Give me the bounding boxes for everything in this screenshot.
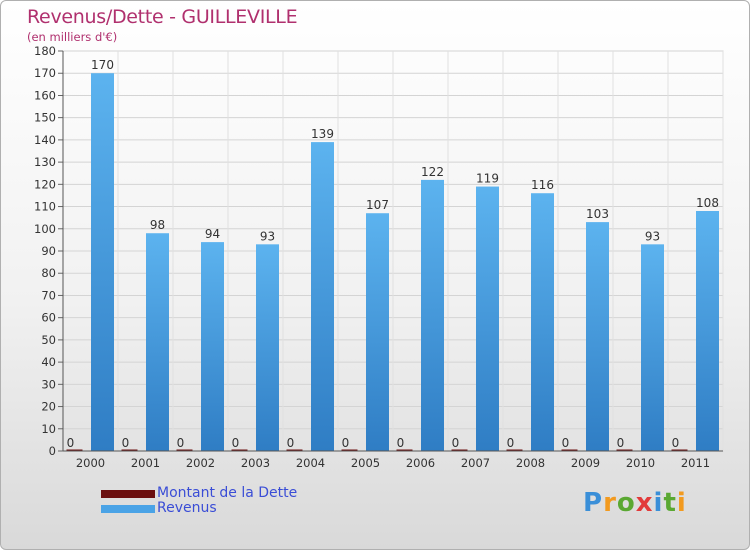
data-label-dette-2004: 0 [287,436,295,450]
y-tick-label: 130 [34,155,56,169]
data-label-revenus-2000: 170 [91,58,114,72]
data-label-dette-2005: 0 [342,436,350,450]
bar-dette-2011 [671,449,688,451]
bar-revenus-2000 [91,73,114,451]
bar-revenus-2006 [421,179,444,451]
chart-title: Revenus/Dette - GUILLEVILLE [27,6,298,28]
chart-subtitle: (en milliers d'€) [27,30,118,44]
bar-dette-2010 [616,449,633,451]
bar-revenus-2002 [201,242,224,451]
y-tick-label: 80 [41,266,56,280]
y-tick-label: 140 [34,133,56,147]
logo-letter: P [583,488,604,518]
logo-letter: x [635,488,654,518]
bar-dette-2005 [341,449,358,451]
y-tick-label: 110 [34,200,56,214]
bar-revenus-2008 [531,193,554,451]
data-label-dette-2007: 0 [452,436,460,450]
y-tick-label: 160 [34,88,56,102]
logo-letter: i [653,488,664,518]
x-tick-label: 2006 [406,456,435,470]
bar-revenus-2004 [311,142,334,451]
bar-revenus-2003 [256,244,279,451]
data-label-dette-2000: 0 [67,436,75,450]
y-tick-label: 40 [41,355,56,369]
bar-dette-2001 [121,449,138,451]
x-tick-label: 2008 [516,456,545,470]
bar-dette-2007 [451,449,468,451]
data-label-dette-2002: 0 [177,436,185,450]
y-tick-label: 0 [49,444,56,458]
bar-dette-2002 [176,449,193,451]
x-tick-label: 2007 [461,456,490,470]
proxiti-logo: Proxiti [583,488,687,518]
logo-letter: o [616,488,636,518]
x-tick-label: 2010 [626,456,655,470]
y-tick-label: 100 [34,222,56,236]
y-tick-label: 60 [41,311,56,325]
legend-label-dette: Montant de la Dette [157,485,298,501]
data-label-dette-2008: 0 [507,436,515,450]
logo-letter: r [603,488,617,518]
x-tick-label: 2000 [76,456,105,470]
bar-revenus-2007 [476,186,499,452]
data-label-dette-2006: 0 [397,436,405,450]
bar-revenus-2011 [696,211,719,451]
data-label-revenus-2004: 139 [311,127,334,141]
bar-dette-2008 [506,449,523,451]
legend-swatch-dette [101,490,155,498]
bar-dette-2009 [561,449,578,451]
y-tick-label: 90 [41,244,56,258]
bar-dette-2006 [396,449,413,451]
data-label-dette-2010: 0 [617,436,625,450]
bar-revenus-2005 [366,213,389,451]
data-label-revenus-2002: 94 [205,227,220,241]
data-label-dette-2001: 0 [122,436,130,450]
logo-letter: t [663,488,677,518]
y-tick-label: 50 [41,333,56,347]
y-tick-label: 70 [41,288,56,302]
y-tick-label: 150 [34,111,56,125]
data-label-revenus-2003: 93 [260,229,275,243]
x-tick-label: 2003 [241,456,270,470]
data-label-dette-2003: 0 [232,436,240,450]
data-label-revenus-2005: 107 [366,198,389,212]
y-tick-label: 170 [34,66,56,80]
x-tick-label: 2004 [296,456,325,470]
x-tick-label: 2009 [571,456,600,470]
y-tick-label: 30 [41,377,56,391]
y-tick-label: 180 [34,44,56,58]
data-label-revenus-2009: 103 [586,207,609,221]
bar-dette-2004 [286,449,303,451]
y-tick-label: 20 [41,400,56,414]
legend-label-revenus: Revenus [157,500,217,516]
x-tick-label: 2011 [681,456,710,470]
y-tick-label: 120 [34,177,56,191]
data-label-revenus-2001: 98 [150,218,165,232]
bar-revenus-2001 [146,233,169,451]
bar-revenus-2010 [641,244,664,451]
data-label-revenus-2006: 122 [421,165,444,179]
x-tick-label: 2001 [131,456,160,470]
x-tick-label: 2005 [351,456,380,470]
data-label-dette-2011: 0 [672,436,680,450]
y-tick-label: 10 [41,422,56,436]
legend-swatch-revenus [101,505,155,513]
bar-dette-2000 [66,449,83,451]
x-tick-label: 2002 [186,456,215,470]
bar-dette-2003 [231,449,248,451]
data-label-revenus-2011: 108 [696,196,719,210]
logo-letter: i [676,488,687,518]
data-label-revenus-2010: 93 [645,229,660,243]
data-label-dette-2009: 0 [562,436,570,450]
data-label-revenus-2007: 119 [476,172,499,186]
data-label-revenus-2008: 116 [531,178,554,192]
bar-revenus-2009 [586,222,609,451]
